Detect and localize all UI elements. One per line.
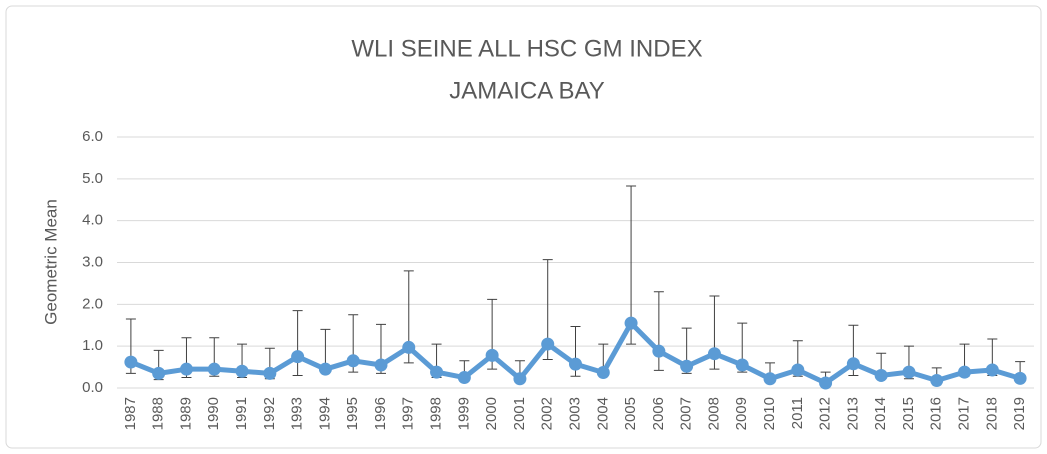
data-point — [1013, 371, 1027, 385]
data-point — [791, 363, 805, 377]
data-point — [902, 365, 916, 379]
x-tick-label: 2016 — [928, 397, 945, 430]
x-tick-label: 1994 — [316, 397, 333, 430]
x-tick-label: 2002 — [539, 397, 556, 430]
x-tick-label: 2018 — [983, 397, 1000, 430]
data-point — [402, 340, 416, 354]
x-tick-label: 1996 — [372, 397, 389, 430]
y-tick-label: 0.0 — [82, 379, 103, 396]
data-point — [763, 372, 777, 386]
y-tick-label: 5.0 — [82, 170, 103, 187]
x-tick-label: 2001 — [511, 397, 528, 430]
x-tick-label: 2007 — [678, 397, 695, 430]
data-point — [152, 366, 166, 380]
data-point — [624, 316, 638, 330]
x-tick-label: 2009 — [733, 397, 750, 430]
data-point — [207, 362, 221, 376]
data-point — [457, 371, 471, 385]
x-tick-label: 2011 — [789, 397, 806, 429]
y-axis-label: Geometric Mean — [41, 199, 60, 325]
y-tick-label: 4.0 — [82, 212, 103, 229]
data-point — [652, 344, 666, 358]
data-point — [707, 347, 721, 361]
data-point — [985, 363, 999, 377]
data-point — [930, 373, 944, 387]
y-tick-label: 3.0 — [82, 253, 103, 270]
x-tick-label: 1995 — [344, 397, 361, 430]
data-point — [235, 364, 249, 378]
data-point — [596, 366, 610, 380]
x-tick-label: 1992 — [261, 397, 278, 430]
error-bar — [292, 310, 303, 376]
x-tick-label: 1999 — [455, 397, 472, 430]
data-point — [485, 348, 499, 362]
x-tick-label: 1988 — [150, 397, 167, 430]
data-point — [819, 376, 833, 390]
x-tick-label: 2017 — [955, 397, 972, 430]
x-tick-label: 2015 — [900, 397, 917, 430]
data-point — [958, 365, 972, 379]
data-point — [263, 366, 277, 380]
x-tick-label: 2019 — [1011, 397, 1028, 430]
data-point — [124, 355, 138, 369]
x-tick-label: 2003 — [566, 397, 583, 430]
data-point — [291, 350, 305, 364]
x-tick-label: 2012 — [817, 397, 834, 430]
x-tick-label: 1993 — [289, 397, 306, 430]
data-point — [513, 372, 527, 386]
x-tick-label: 1997 — [400, 397, 417, 430]
x-tick-label: 2004 — [594, 397, 611, 430]
x-tick-label: 1989 — [177, 397, 194, 430]
chart-title: WLI SEINE ALL HSC GM INDEX — [351, 35, 702, 62]
x-tick-label: 2008 — [705, 397, 722, 430]
data-point — [374, 358, 388, 372]
data-point — [541, 337, 555, 351]
x-tick-label: 1991 — [233, 397, 250, 430]
data-point — [735, 358, 749, 372]
x-tick-label: 2000 — [483, 397, 500, 430]
data-point — [874, 368, 888, 382]
chart-frame — [5, 5, 1042, 449]
y-tick-label: 2.0 — [82, 295, 103, 312]
y-tick-label: 1.0 — [82, 337, 103, 354]
x-tick-label: 1998 — [428, 397, 445, 430]
data-point — [318, 362, 332, 376]
x-tick-label: 1987 — [122, 397, 139, 430]
data-point — [346, 354, 360, 368]
x-tick-label: 1990 — [205, 397, 222, 430]
y-tick-label: 6.0 — [82, 128, 103, 145]
x-tick-label: 2014 — [872, 397, 889, 430]
data-point — [680, 359, 694, 373]
chart-subtitle: JAMAICA BAY — [449, 77, 605, 104]
x-tick-label: 2005 — [622, 397, 639, 430]
data-point — [430, 365, 444, 379]
x-tick-label: 2013 — [844, 397, 861, 430]
x-tick-label: 2006 — [650, 397, 667, 430]
data-point — [179, 362, 193, 376]
x-tick-label: 2010 — [761, 397, 778, 430]
data-point — [846, 357, 860, 371]
data-point — [569, 357, 582, 371]
